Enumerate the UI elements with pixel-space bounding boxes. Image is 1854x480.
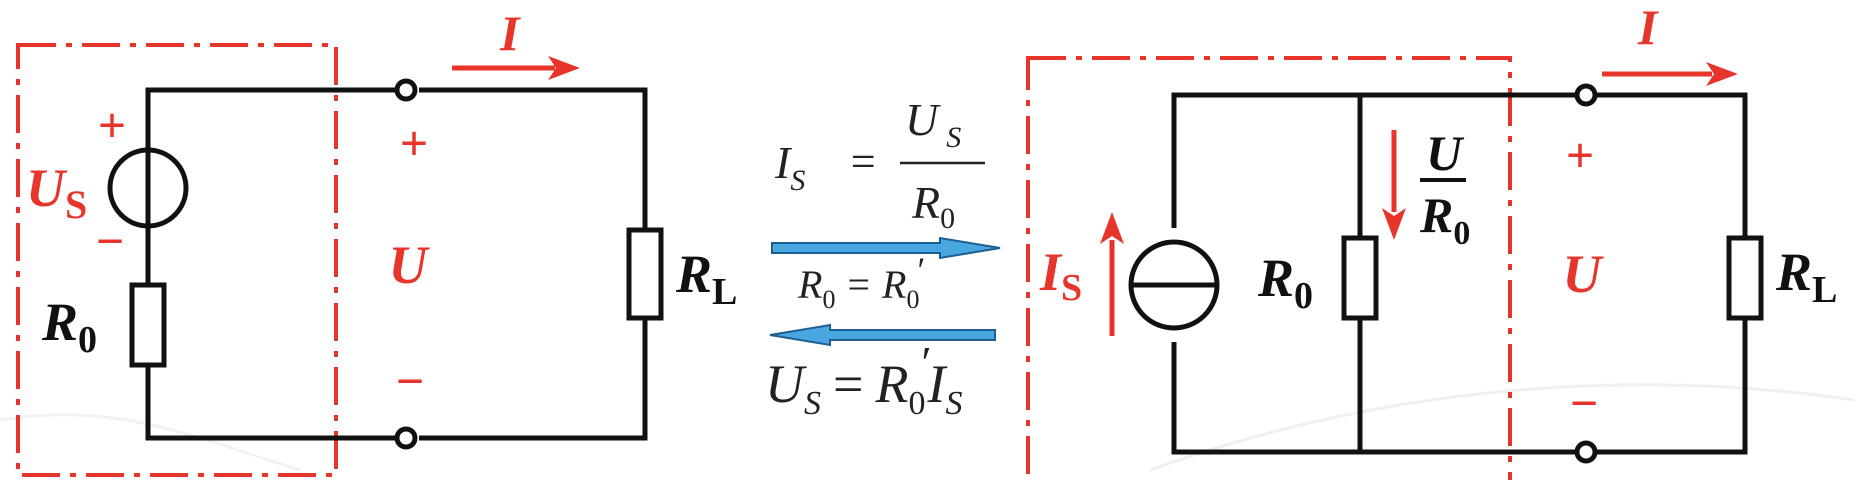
left-rl-label-sub: L [712,271,737,313]
right-rl-label: RL [1775,242,1837,311]
conversion-arrow-right [771,236,1001,260]
right-r0-label-main: R [1257,248,1294,308]
right-source-label-sub: S [1061,267,1082,309]
left-rl-label-main: R [675,244,712,304]
conversion-arrow-left [769,323,996,347]
left-circuit: I + − US R0 RL + U − [16,5,737,477]
left-terminal-plus: + [400,115,429,171]
right-wires [1171,92,1748,455]
is-lhs: IS [774,137,805,197]
left-source-boundary [16,43,338,477]
right-current-label: I [1637,0,1659,55]
left-wires [145,87,648,441]
left-source-label: US [26,158,87,227]
right-terminal-bottom [1574,440,1598,464]
right-source-label: IS [1039,242,1082,309]
right-source-label-main: I [1039,242,1063,302]
right-r0-label: R0 [1257,248,1313,317]
right-branch-denominator: R0 [1419,187,1470,252]
right-terminal-plus: + [1566,127,1595,183]
left-voltage-label: U [389,235,431,295]
left-r0-label-sub: 0 [78,319,97,361]
left-source-label-sub: S [65,182,87,227]
left-source-plus: + [98,97,127,153]
us-equation: US = R0′IS [765,337,963,422]
background-swoosh-2 [0,413,301,472]
is-equals: = [848,137,878,186]
r-equality: R0 = R0′ [797,250,925,314]
left-terminal-minus: − [396,353,425,409]
is-denominator: R0 [911,177,955,235]
left-source-minus: − [96,213,125,269]
left-r0-resistor [129,282,167,368]
right-terminal-top [1574,83,1598,107]
right-source-current-arrow [1100,212,1124,336]
right-source-boundary [1026,56,1512,480]
right-rl-label-sub: L [1812,269,1837,311]
left-source-label-main: U [26,158,68,218]
left-r0-label: R0 [41,292,97,361]
background-swoosh [1149,383,1854,472]
right-voltage-label: U [1563,244,1605,304]
left-terminal-top [394,78,418,102]
left-current-label: I [499,5,521,61]
right-rl-label-main: R [1775,242,1812,302]
left-terminal-bottom [394,426,418,450]
right-rl-resistor [1726,235,1764,321]
left-r0-label-main: R [41,292,78,352]
right-circuit: IS R0 U R0 I + U − RL [1026,0,1837,480]
right-current-arrow [1602,62,1738,86]
right-terminal-minus: − [1570,375,1599,431]
left-current-arrow [452,56,580,80]
right-branch-numerator: U [1426,125,1465,181]
right-branch-current-arrow [1382,130,1406,240]
left-rl-label: RL [675,244,737,313]
right-r0-resistor [1341,235,1379,321]
left-rl-resistor [626,227,664,321]
right-r0-label-sub: 0 [1294,275,1313,317]
